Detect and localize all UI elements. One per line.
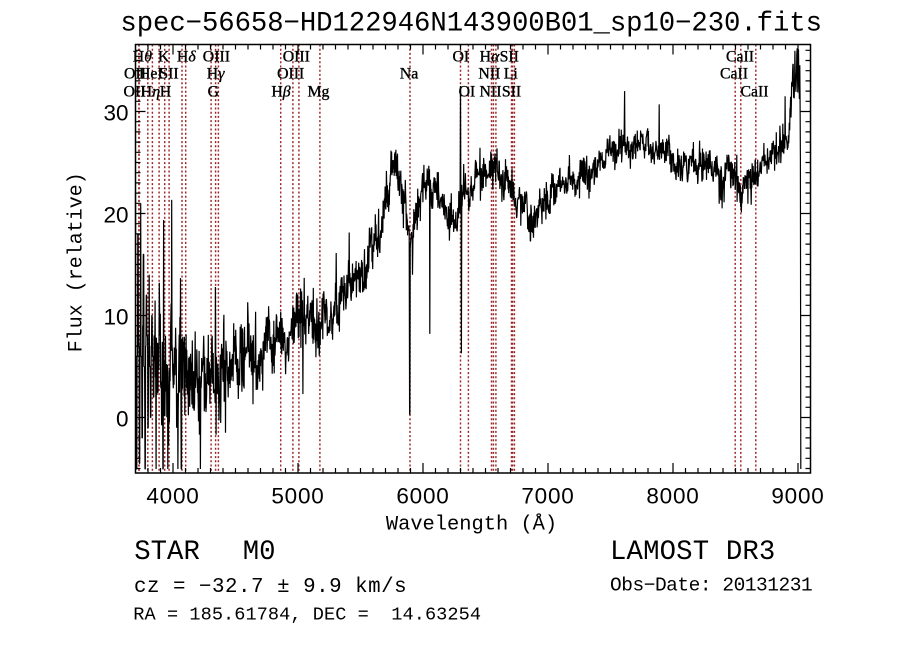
svg-text:CaII: CaII (726, 49, 754, 66)
svg-text:NII: NII (478, 66, 500, 83)
svg-text:30: 30 (103, 101, 128, 126)
svg-text:Hβ: Hβ (271, 84, 290, 101)
svg-text:Hη: Hη (141, 84, 160, 101)
svg-text:SII: SII (502, 84, 521, 101)
svg-text:NII: NII (480, 84, 502, 101)
svg-text:SII: SII (159, 66, 178, 83)
svg-text:CaII: CaII (720, 66, 748, 83)
svg-text:CaII: CaII (740, 84, 768, 101)
svg-text:HeI: HeI (139, 66, 163, 83)
svg-text:spec−56658−HD122946N143900B01_: spec−56658−HD122946N143900B01_sp10−230.f… (120, 9, 822, 40)
svg-text:10: 10 (103, 305, 128, 330)
svg-text:Wavelength (Å): Wavelength (Å) (386, 514, 557, 537)
svg-text:OIII: OIII (283, 49, 310, 66)
svg-text:Hγ: Hγ (207, 66, 225, 83)
svg-text:OIII: OIII (203, 49, 230, 66)
svg-text:RA = 185.61784, DEC = 14.6325: RA = 185.61784, DEC = 14.63254 (133, 605, 481, 626)
svg-text:STAR: STAR (134, 537, 200, 568)
svg-text:OIII: OIII (277, 66, 304, 83)
svg-text:Flux (relative): Flux (relative) (65, 172, 88, 352)
svg-text:LAMOST DR3: LAMOST DR3 (610, 537, 775, 568)
svg-text:OI: OI (452, 49, 469, 66)
svg-text:5000: 5000 (271, 484, 324, 509)
svg-text:OI: OI (459, 84, 476, 101)
svg-text:K: K (158, 49, 170, 66)
svg-text:4000: 4000 (146, 484, 199, 509)
svg-text:G: G (208, 84, 219, 101)
svg-text:7000: 7000 (521, 484, 574, 509)
svg-text:20: 20 (103, 203, 128, 228)
svg-text:6000: 6000 (396, 484, 449, 509)
svg-text:Obs−Date: 20131231: Obs−Date: 20131231 (610, 575, 813, 597)
svg-text:Li: Li (504, 66, 519, 83)
svg-text:SII: SII (500, 49, 519, 66)
svg-text:Hθ: Hθ (133, 49, 152, 66)
svg-text:OII: OII (124, 66, 146, 83)
svg-text:M0: M0 (243, 537, 276, 568)
svg-text:0: 0 (116, 407, 129, 432)
svg-text:Na: Na (400, 66, 418, 83)
svg-text:9000: 9000 (771, 484, 824, 509)
svg-text:cz = −32.7 ± 9.9 km/s: cz = −32.7 ± 9.9 km/s (134, 576, 407, 599)
svg-text:Hδ: Hδ (177, 49, 196, 66)
svg-text:OII: OII (124, 84, 146, 101)
svg-text:8000: 8000 (646, 484, 699, 509)
svg-text:Hα: Hα (480, 49, 500, 66)
svg-text:Mg: Mg (308, 84, 330, 101)
svg-text:H: H (160, 84, 171, 101)
